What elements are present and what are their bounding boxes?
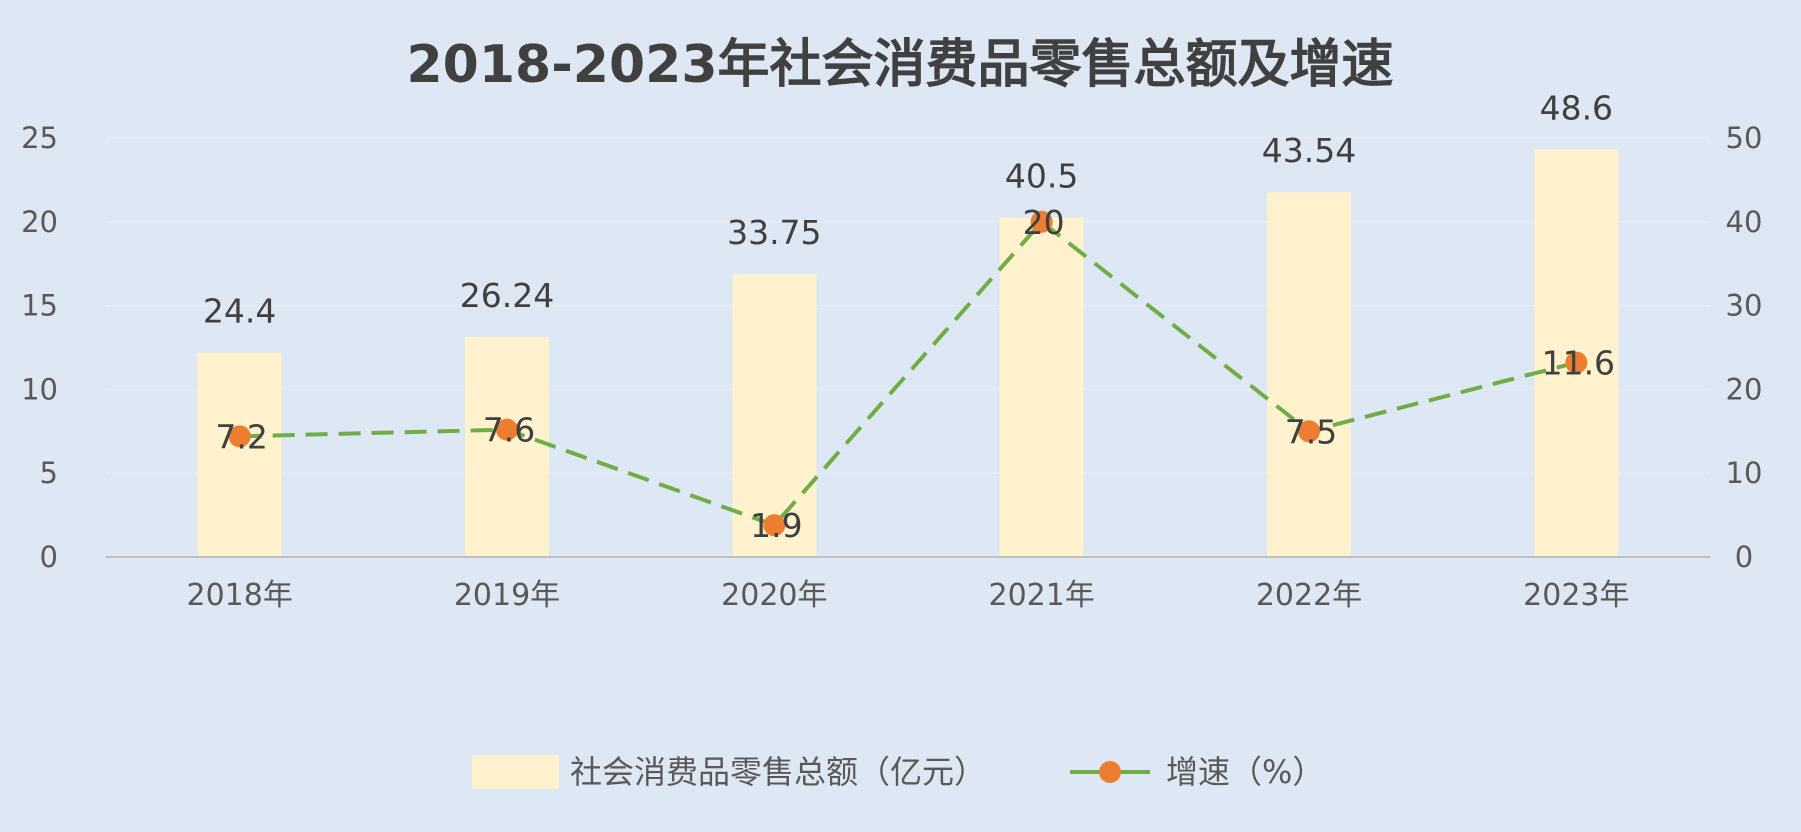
line-value-label: 7.2: [215, 417, 267, 456]
bar-value-label: 43.54: [1262, 131, 1356, 170]
x-tick-label: 2020年: [721, 578, 827, 613]
y-left-tick-label: 5: [40, 456, 58, 490]
bar-value-label: 24.4: [203, 292, 276, 331]
y-right-tick-label: 10: [1726, 456, 1763, 490]
legend-bar-swatch: [472, 755, 559, 789]
y-right-tick-label: 0: [1735, 540, 1753, 574]
growth-marker: [1565, 351, 1588, 374]
bar-value-label: 40.5: [1005, 157, 1078, 196]
growth-marker: [228, 425, 251, 448]
y-left-tick-label: 10: [21, 372, 58, 406]
legend-bar-label: 社会消费品零售总额（亿元）: [570, 753, 986, 791]
legend-line-label: 增速（%）: [1166, 753, 1324, 791]
bar: [197, 352, 282, 557]
y-left-tick-label: 0: [40, 540, 58, 574]
growth-marker: [1030, 210, 1053, 233]
line-series: [228, 210, 1588, 537]
bar: [1267, 192, 1351, 557]
bar-value-label: 26.24: [460, 276, 554, 315]
y-right-tick-label: 40: [1726, 205, 1763, 239]
y-left-tick-label: 20: [21, 205, 58, 239]
bar-value-label: 33.75: [727, 213, 821, 252]
x-tick-label: 2023年: [1523, 578, 1629, 613]
y-right-tick-label: 30: [1726, 289, 1763, 323]
legend: 社会消费品零售总额（亿元） 增速（%）: [472, 753, 1324, 791]
gridlines: [106, 137, 1710, 474]
chart-title: 2018-2023年社会消费品零售总额及增速: [406, 35, 1393, 95]
line-value-label: 11.6: [1542, 344, 1615, 383]
x-tick-label: 2019年: [454, 578, 560, 613]
line-value-label: 7.5: [1285, 412, 1337, 451]
line-value-label: 7.6: [483, 411, 535, 450]
data-labels: 24.4 26.24 33.75 40.5 43.54 48.6 7.2 7.6 1.9 20 7.…: [203, 89, 1615, 545]
bar: [465, 337, 549, 557]
growth-line: [239, 219, 1577, 528]
x-tick-label: 2018年: [186, 578, 292, 613]
y-right-tick-label: 20: [1726, 372, 1763, 406]
line-value-label: 20: [1023, 203, 1065, 242]
growth-marker: [496, 418, 518, 441]
bar: [999, 217, 1084, 558]
growth-marker: [763, 514, 786, 537]
legend-marker-swatch: [1099, 761, 1121, 783]
x-tick-label: 2022年: [1256, 578, 1362, 613]
x-tick-label: 2021年: [988, 578, 1094, 613]
y-left-tick-label: 15: [21, 289, 58, 323]
growth-marker: [1298, 420, 1320, 443]
bar-value-label: 48.6: [1540, 89, 1613, 128]
y-left-tick-label: 25: [21, 121, 58, 155]
line-value-label: 1.9: [750, 506, 802, 545]
bar: [732, 274, 817, 557]
y-right-tick-label: 50: [1726, 121, 1763, 155]
axes: 0 5 10 15 20 25 0 10 20 30 40 50 2018年 2019年 2020年 2021…: [21, 121, 1762, 613]
